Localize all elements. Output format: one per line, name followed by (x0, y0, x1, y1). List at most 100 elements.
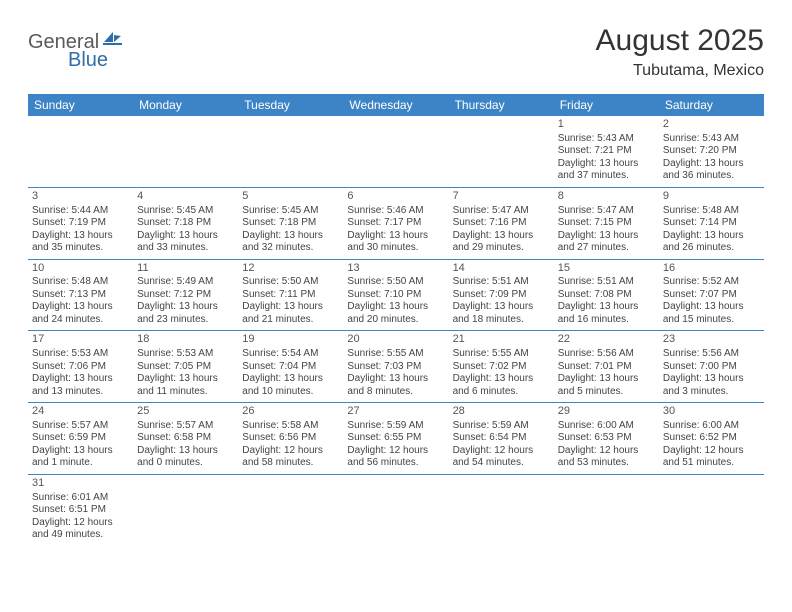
calendar-day-cell: 24Sunrise: 5:57 AMSunset: 6:59 PMDayligh… (28, 403, 133, 475)
location-text: Tubutama, Mexico (596, 62, 764, 80)
day-number: 25 (137, 405, 234, 419)
calendar-day-cell (659, 474, 764, 545)
calendar-week-row: 24Sunrise: 5:57 AMSunset: 6:59 PMDayligh… (28, 403, 764, 475)
calendar-day-cell: 10Sunrise: 5:48 AMSunset: 7:13 PMDayligh… (28, 259, 133, 331)
day-number: 16 (663, 262, 760, 276)
daylight-text: Daylight: 12 hours and 58 minutes. (242, 445, 339, 470)
calendar-day-cell: 28Sunrise: 5:59 AMSunset: 6:54 PMDayligh… (449, 403, 554, 475)
day-number: 22 (558, 333, 655, 347)
sunrise-text: Sunrise: 6:00 AM (558, 420, 655, 433)
sunset-text: Sunset: 7:04 PM (242, 361, 339, 374)
daylight-text: Daylight: 13 hours and 8 minutes. (347, 373, 444, 398)
daylight-text: Daylight: 13 hours and 11 minutes. (137, 373, 234, 398)
daylight-text: Daylight: 13 hours and 13 minutes. (32, 373, 129, 398)
daylight-text: Daylight: 13 hours and 36 minutes. (663, 158, 760, 183)
sunset-text: Sunset: 7:18 PM (137, 217, 234, 230)
daylight-text: Daylight: 13 hours and 21 minutes. (242, 301, 339, 326)
daylight-text: Daylight: 13 hours and 23 minutes. (137, 301, 234, 326)
day-number: 27 (347, 405, 444, 419)
sunset-text: Sunset: 6:55 PM (347, 432, 444, 445)
sunrise-text: Sunrise: 5:43 AM (558, 133, 655, 146)
daylight-text: Daylight: 12 hours and 56 minutes. (347, 445, 444, 470)
daylight-text: Daylight: 13 hours and 29 minutes. (453, 230, 550, 255)
day-number: 21 (453, 333, 550, 347)
daylight-text: Daylight: 13 hours and 6 minutes. (453, 373, 550, 398)
calendar-day-cell (133, 116, 238, 187)
logo-sailboat-icon (102, 30, 124, 51)
sunrise-text: Sunrise: 5:48 AM (32, 276, 129, 289)
sunset-text: Sunset: 7:09 PM (453, 289, 550, 302)
sunset-text: Sunset: 7:11 PM (242, 289, 339, 302)
sunrise-text: Sunrise: 5:48 AM (663, 205, 760, 218)
sunset-text: Sunset: 7:02 PM (453, 361, 550, 374)
sunset-text: Sunset: 7:07 PM (663, 289, 760, 302)
sunrise-text: Sunrise: 5:55 AM (347, 348, 444, 361)
sunrise-text: Sunrise: 5:55 AM (453, 348, 550, 361)
daylight-text: Daylight: 13 hours and 20 minutes. (347, 301, 444, 326)
sunrise-text: Sunrise: 5:45 AM (242, 205, 339, 218)
calendar-day-cell: 17Sunrise: 5:53 AMSunset: 7:06 PMDayligh… (28, 331, 133, 403)
daylight-text: Daylight: 13 hours and 32 minutes. (242, 230, 339, 255)
daylight-text: Daylight: 13 hours and 16 minutes. (558, 301, 655, 326)
calendar-day-cell: 23Sunrise: 5:56 AMSunset: 7:00 PMDayligh… (659, 331, 764, 403)
day-number: 30 (663, 405, 760, 419)
month-title: August 2025 (596, 24, 764, 58)
calendar-day-cell: 6Sunrise: 5:46 AMSunset: 7:17 PMDaylight… (343, 187, 448, 259)
daylight-text: Daylight: 12 hours and 54 minutes. (453, 445, 550, 470)
day-number: 13 (347, 262, 444, 276)
calendar-day-cell (449, 474, 554, 545)
day-number: 2 (663, 118, 760, 132)
daylight-text: Daylight: 13 hours and 3 minutes. (663, 373, 760, 398)
day-number: 14 (453, 262, 550, 276)
daylight-text: Daylight: 13 hours and 0 minutes. (137, 445, 234, 470)
day-number: 12 (242, 262, 339, 276)
calendar-day-cell: 29Sunrise: 6:00 AMSunset: 6:53 PMDayligh… (554, 403, 659, 475)
sunset-text: Sunset: 7:21 PM (558, 145, 655, 158)
sunrise-text: Sunrise: 5:59 AM (453, 420, 550, 433)
day-number: 28 (453, 405, 550, 419)
sunset-text: Sunset: 7:01 PM (558, 361, 655, 374)
calendar-day-cell: 30Sunrise: 6:00 AMSunset: 6:52 PMDayligh… (659, 403, 764, 475)
daylight-text: Daylight: 13 hours and 27 minutes. (558, 230, 655, 255)
calendar-day-cell: 19Sunrise: 5:54 AMSunset: 7:04 PMDayligh… (238, 331, 343, 403)
calendar-day-cell (28, 116, 133, 187)
sunrise-text: Sunrise: 6:00 AM (663, 420, 760, 433)
daylight-text: Daylight: 12 hours and 51 minutes. (663, 445, 760, 470)
day-number: 4 (137, 190, 234, 204)
daylight-text: Daylight: 13 hours and 10 minutes. (242, 373, 339, 398)
sunrise-text: Sunrise: 5:52 AM (663, 276, 760, 289)
calendar-week-row: 10Sunrise: 5:48 AMSunset: 7:13 PMDayligh… (28, 259, 764, 331)
calendar-day-cell: 18Sunrise: 5:53 AMSunset: 7:05 PMDayligh… (133, 331, 238, 403)
calendar-day-cell: 26Sunrise: 5:58 AMSunset: 6:56 PMDayligh… (238, 403, 343, 475)
calendar-day-cell: 13Sunrise: 5:50 AMSunset: 7:10 PMDayligh… (343, 259, 448, 331)
sunrise-text: Sunrise: 5:58 AM (242, 420, 339, 433)
day-number: 31 (32, 477, 129, 491)
day-number: 24 (32, 405, 129, 419)
sunset-text: Sunset: 6:53 PM (558, 432, 655, 445)
day-number: 19 (242, 333, 339, 347)
logo: General Blue (28, 30, 124, 70)
day-number: 11 (137, 262, 234, 276)
calendar-day-cell: 14Sunrise: 5:51 AMSunset: 7:09 PMDayligh… (449, 259, 554, 331)
day-number: 8 (558, 190, 655, 204)
daylight-text: Daylight: 13 hours and 24 minutes. (32, 301, 129, 326)
sunset-text: Sunset: 6:58 PM (137, 432, 234, 445)
sunset-text: Sunset: 7:08 PM (558, 289, 655, 302)
calendar-day-cell: 5Sunrise: 5:45 AMSunset: 7:18 PMDaylight… (238, 187, 343, 259)
day-number: 26 (242, 405, 339, 419)
calendar-day-cell: 1Sunrise: 5:43 AMSunset: 7:21 PMDaylight… (554, 116, 659, 187)
day-number: 9 (663, 190, 760, 204)
daylight-text: Daylight: 13 hours and 33 minutes. (137, 230, 234, 255)
daylight-text: Daylight: 13 hours and 35 minutes. (32, 230, 129, 255)
sunrise-text: Sunrise: 5:45 AM (137, 205, 234, 218)
calendar-day-cell (238, 116, 343, 187)
calendar-day-cell: 7Sunrise: 5:47 AMSunset: 7:16 PMDaylight… (449, 187, 554, 259)
day-number: 6 (347, 190, 444, 204)
logo-blue-text: Blue (68, 50, 124, 70)
sunrise-text: Sunrise: 5:59 AM (347, 420, 444, 433)
sunrise-text: Sunrise: 6:01 AM (32, 492, 129, 505)
day-header: Sunday (28, 94, 133, 116)
sunrise-text: Sunrise: 5:57 AM (32, 420, 129, 433)
calendar-day-cell (343, 474, 448, 545)
day-number: 29 (558, 405, 655, 419)
